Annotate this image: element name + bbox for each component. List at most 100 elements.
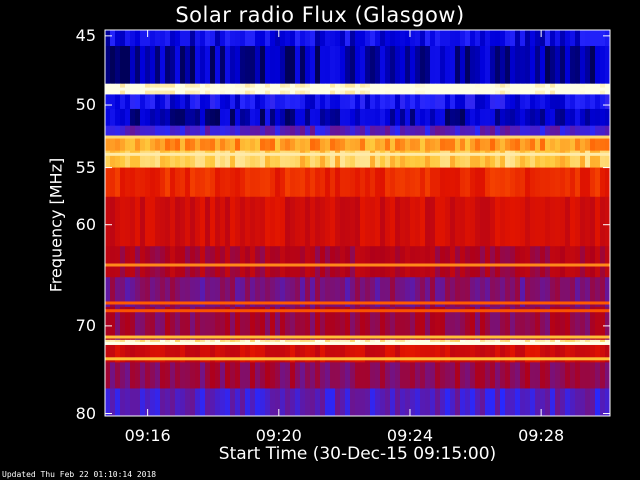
heatmap-cell [240, 277, 246, 308]
emission-line [105, 87, 610, 91]
heatmap-cell [190, 150, 196, 169]
heatmap-cell [275, 246, 281, 278]
heatmap-cell [605, 306, 611, 341]
heatmap-cell [495, 150, 501, 169]
heatmap-cell [195, 362, 201, 389]
heatmap-cell [435, 388, 441, 417]
heatmap-cell [215, 246, 221, 278]
heatmap-cell [385, 246, 391, 278]
heatmap-cell [300, 167, 306, 198]
heatmap-cell [130, 306, 136, 341]
heatmap-cell [185, 125, 191, 138]
heatmap-cell [470, 277, 476, 308]
heatmap-cell [450, 306, 456, 341]
heatmap-cell [405, 196, 411, 247]
heatmap-cell [105, 108, 111, 127]
heatmap-cell [465, 45, 471, 85]
heatmap-cell [260, 306, 266, 341]
heatmap-cell [225, 196, 231, 247]
heatmap-cell [590, 306, 596, 341]
heatmap-cell [485, 246, 491, 278]
heatmap-cell [275, 306, 281, 341]
heatmap-cell [300, 150, 306, 169]
heatmap-cell [465, 362, 471, 389]
heatmap-cell [245, 306, 251, 341]
heatmap-cell [300, 137, 306, 152]
heatmap-cell [390, 108, 396, 127]
heatmap-cell [130, 125, 136, 138]
heatmap-cell [215, 94, 221, 110]
heatmap-cell [520, 137, 526, 152]
heatmap-cell [500, 137, 506, 152]
heatmap-cell [550, 196, 556, 247]
heatmap-cell [350, 196, 356, 247]
heatmap-cell [375, 150, 381, 169]
heatmap-cell [465, 246, 471, 278]
heatmap-cell [320, 125, 326, 138]
heatmap-cell [335, 246, 341, 278]
heatmap-cell [230, 196, 236, 247]
heatmap-cell [360, 344, 366, 363]
heatmap-cell [485, 150, 491, 169]
heatmap-band-9 [105, 196, 611, 247]
heatmap-band-14 [105, 344, 611, 363]
heatmap-cell [585, 362, 591, 389]
heatmap-cell [605, 277, 611, 308]
heatmap-cell [510, 94, 516, 110]
heatmap-cell [460, 196, 466, 247]
heatmap-cell [305, 344, 311, 363]
heatmap-cell [505, 306, 511, 341]
heatmap-cell [445, 344, 451, 363]
heatmap-cell [415, 125, 421, 138]
heatmap-cell [355, 388, 361, 417]
heatmap-cell [105, 362, 111, 389]
heatmap-cell [495, 306, 501, 341]
heatmap-cell [545, 306, 551, 341]
heatmap-cell [205, 167, 211, 198]
heatmap-cell [125, 277, 131, 308]
heatmap-cell [210, 362, 216, 389]
heatmap-cell [515, 45, 521, 85]
heatmap-cell [160, 30, 166, 47]
heatmap-cell [580, 137, 586, 152]
heatmap-cell [190, 196, 196, 247]
heatmap-cell [315, 30, 321, 47]
heatmap-cell [560, 246, 566, 278]
heatmap-cell [125, 45, 131, 85]
heatmap-cell [535, 388, 541, 417]
heatmap-cell [315, 246, 321, 278]
heatmap-cell [585, 388, 591, 417]
heatmap-cell [265, 344, 271, 363]
heatmap-cell [485, 306, 491, 341]
heatmap-cell [140, 246, 146, 278]
heatmap-cell [150, 137, 156, 152]
heatmap-cell [265, 362, 271, 389]
heatmap-cell [210, 45, 216, 85]
heatmap-cell [565, 362, 571, 389]
heatmap-cell [495, 362, 501, 389]
heatmap-cell [355, 344, 361, 363]
heatmap-cell [380, 167, 386, 198]
heatmap-cell [320, 94, 326, 110]
heatmap-cell [135, 45, 141, 85]
heatmap-cell [420, 45, 426, 85]
y-tick-label: 70 [75, 315, 96, 335]
heatmap-cell [545, 45, 551, 85]
heatmap-cell [450, 362, 456, 389]
heatmap-cell [105, 344, 111, 363]
heatmap-cell [415, 362, 421, 389]
heatmap-cell [595, 167, 601, 198]
heatmap-cell [420, 167, 426, 198]
heatmap-cell [460, 150, 466, 169]
heatmap-cell [180, 125, 186, 138]
heatmap-cell [270, 167, 276, 198]
heatmap-cell [310, 196, 316, 247]
heatmap-cell [170, 45, 176, 85]
heatmap-cell [170, 108, 176, 127]
heatmap-cell [370, 167, 376, 198]
heatmap-cell [175, 388, 181, 417]
heatmap-cell [245, 150, 251, 169]
heatmap-cell [565, 30, 571, 47]
heatmap-cell [220, 108, 226, 127]
heatmap-cell [235, 246, 241, 278]
